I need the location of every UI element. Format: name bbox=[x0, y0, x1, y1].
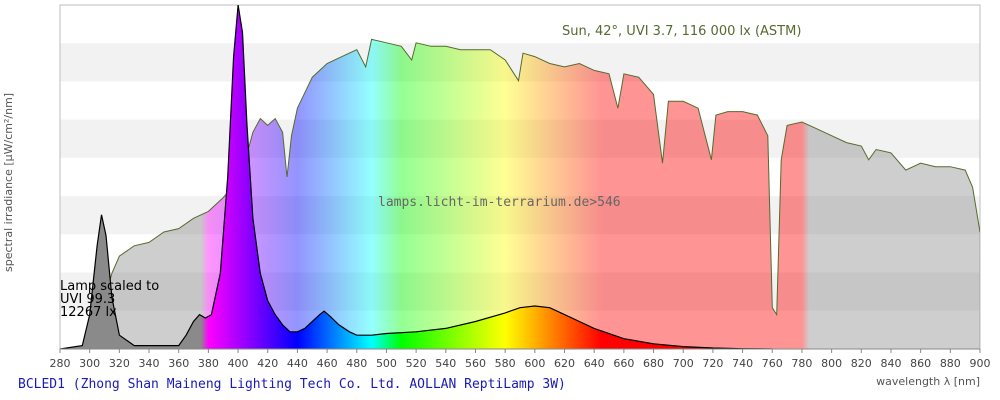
x-tick-label: 880 bbox=[940, 357, 961, 370]
x-tick-label: 360 bbox=[168, 357, 189, 370]
x-tick-label: 760 bbox=[762, 357, 783, 370]
y-axis-label: spectral irradiance [µW/cm²/nm] bbox=[2, 93, 15, 272]
x-tick-label: 580 bbox=[495, 357, 516, 370]
x-tick-label: 700 bbox=[673, 357, 694, 370]
lamp-note-line-2: UVI 99.3 bbox=[60, 292, 115, 307]
series-area bbox=[60, 5, 773, 349]
x-tick-label: 900 bbox=[970, 357, 991, 370]
series-lamp bbox=[60, 5, 773, 349]
x-tick-label: 740 bbox=[732, 357, 753, 370]
x-axis-label: wavelength λ [nm] bbox=[876, 375, 980, 388]
series-line bbox=[60, 5, 773, 349]
x-tick-label: 640 bbox=[584, 357, 605, 370]
x-tick-label: 620 bbox=[554, 357, 575, 370]
x-tick-label: 500 bbox=[376, 357, 397, 370]
x-tick-label: 340 bbox=[139, 357, 160, 370]
x-tick-label: 300 bbox=[79, 357, 100, 370]
x-tick-label: 420 bbox=[257, 357, 278, 370]
x-tick-label: 680 bbox=[643, 357, 664, 370]
lamp-note-line-1: Lamp scaled to bbox=[60, 279, 159, 294]
x-tick-label: 820 bbox=[851, 357, 872, 370]
x-tick-label: 720 bbox=[702, 357, 723, 370]
x-tick-label: 860 bbox=[910, 357, 931, 370]
x-tick-label: 800 bbox=[821, 357, 842, 370]
grid-band bbox=[60, 5, 980, 44]
x-tick-label: 440 bbox=[287, 357, 308, 370]
x-axis-ticks: 280 300 320 340 360 380 400 420 440 460 480 500 520 5… bbox=[50, 349, 991, 370]
lamp-title: BCLED1 (Zhong Shan Maineng Lighting Tech… bbox=[18, 377, 566, 392]
x-tick-label: 840 bbox=[880, 357, 901, 370]
series-area bbox=[60, 39, 980, 349]
x-tick-label: 480 bbox=[346, 357, 367, 370]
x-tick-label: 600 bbox=[524, 357, 545, 370]
x-tick-label: 520 bbox=[406, 357, 427, 370]
lamp-note-line-3: 12267 lx bbox=[60, 305, 117, 320]
x-tick-label: 780 bbox=[791, 357, 812, 370]
watermark: lamps.licht-im-terrarium.de>546 bbox=[378, 195, 621, 210]
x-tick-label: 560 bbox=[465, 357, 486, 370]
x-tick-label: 660 bbox=[613, 357, 634, 370]
x-tick-label: 460 bbox=[317, 357, 338, 370]
x-tick-label: 400 bbox=[228, 357, 249, 370]
x-tick-label: 280 bbox=[50, 357, 71, 370]
x-tick-label: 540 bbox=[435, 357, 456, 370]
lamp-note: Lamp scaled to UVI 99.3 12267 lx bbox=[60, 279, 159, 320]
x-tick-label: 380 bbox=[198, 357, 219, 370]
x-tick-label: 320 bbox=[109, 357, 130, 370]
sun-legend-label: Sun, 42°, UVI 3.7, 116 000 lx (ASTM) bbox=[562, 24, 801, 39]
